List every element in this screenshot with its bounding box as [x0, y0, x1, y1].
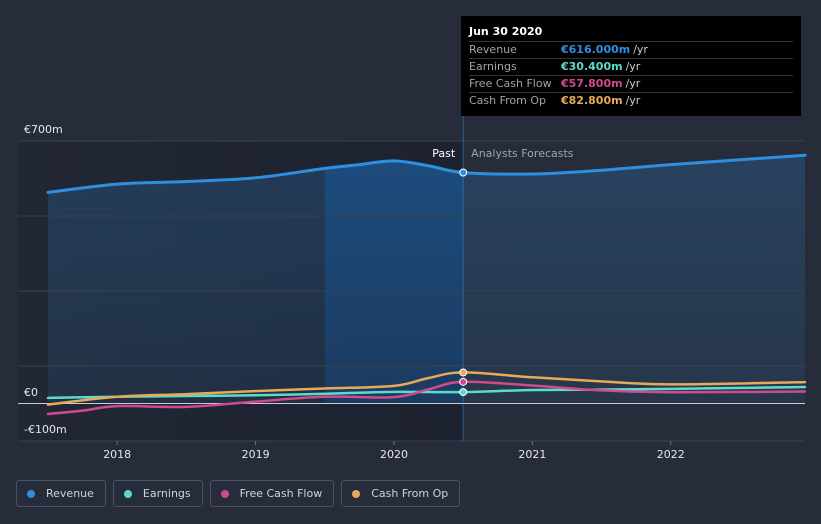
tooltip-label: Earnings: [469, 60, 517, 73]
legend-dot-icon: [220, 489, 229, 498]
forecast-label: Analysts Forecasts: [471, 147, 574, 160]
y-tick-label: -€100m: [24, 423, 67, 436]
x-tick-label: 2018: [103, 448, 131, 461]
line-chart: €700m €0 -€100m 2018 2019 2020 2021 2022 Past Ana…: [18, 16, 807, 461]
legend: Revenue Earnings Free Cash Flow Cash Fro…: [16, 480, 461, 509]
x-tick-label: 2022: [657, 448, 685, 461]
tooltip-unit: /yr: [625, 60, 641, 73]
legend-dot-icon: [352, 489, 361, 498]
cash-from-op-marker: [459, 368, 468, 377]
legend-item-revenue[interactable]: Revenue: [16, 480, 106, 507]
tooltip-row-free-cash-flow: Free Cash Flow €57.800m /yr: [469, 75, 793, 92]
tooltip-date: Jun 30 2020: [469, 25, 543, 38]
x-tick-label: 2019: [242, 448, 270, 461]
legend-label: Cash From Op: [371, 487, 449, 500]
free-cash-flow-line: [46, 380, 807, 416]
x-tick-label: 2020: [380, 448, 408, 461]
tooltip-value: €616.000m: [561, 43, 631, 56]
legend-item-cash-from-op[interactable]: Cash From Op: [341, 480, 461, 507]
tooltip-value: €30.400m: [561, 60, 623, 73]
y-tick-label: €700m: [24, 123, 63, 136]
earnings-marker: [459, 388, 468, 397]
free-cash-flow-marker: [459, 377, 468, 386]
legend-label: Revenue: [46, 487, 94, 500]
revenue-line: [46, 153, 807, 194]
tooltip-row-cash-from-op: Cash From Op €82.800m /yr: [469, 92, 793, 109]
tooltip-row-earnings: Earnings €30.400m /yr: [469, 58, 793, 75]
tooltip-value: €82.800m: [561, 94, 623, 107]
cash-from-op-line: [46, 371, 807, 406]
legend-dot-icon: [123, 489, 132, 498]
tooltip-label: Cash From Op: [469, 94, 547, 107]
x-tick-label: 2021: [518, 448, 546, 461]
tooltip-row-revenue: Revenue €616.000m /yr: [469, 41, 793, 58]
earnings-line: [46, 385, 807, 400]
tooltip-unit: /yr: [625, 94, 641, 107]
revenue-marker: [459, 168, 468, 177]
tooltip-value: €57.800m: [561, 77, 623, 90]
highlight-band: [324, 160, 464, 404]
legend-item-earnings[interactable]: Earnings: [112, 480, 203, 507]
tooltip: Jun 30 2020 Revenue €616.000m /yr Earnin…: [461, 16, 801, 116]
tooltip-unit: /yr: [625, 77, 641, 90]
tooltip-unit: /yr: [633, 43, 648, 56]
past-label: Past: [432, 147, 456, 160]
tooltip-label: Free Cash Flow: [469, 77, 552, 90]
legend-dot-icon: [27, 489, 35, 498]
legend-item-free-cash-flow[interactable]: Free Cash Flow: [209, 480, 335, 507]
tooltip-label: Revenue: [469, 43, 517, 56]
legend-label: Free Cash Flow: [239, 487, 323, 500]
legend-label: Earnings: [142, 487, 191, 500]
y-tick-label: €0: [24, 386, 38, 399]
